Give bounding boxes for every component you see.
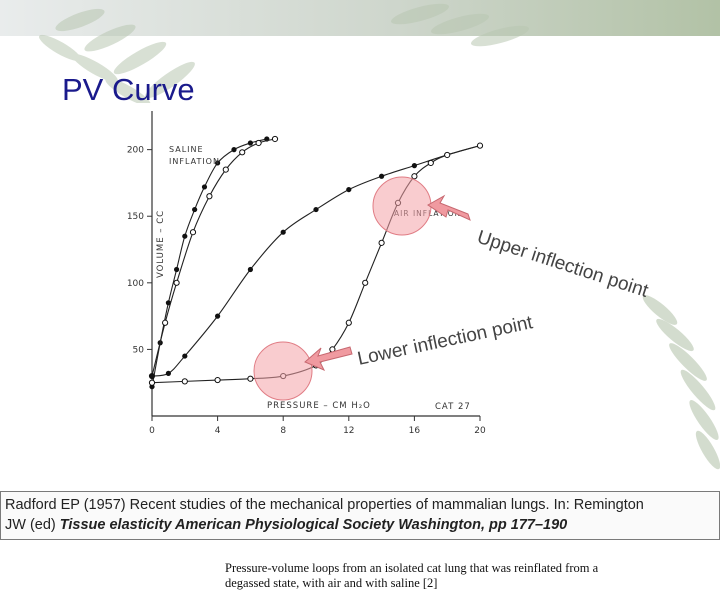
upper-arrow: [427, 194, 471, 221]
data-point: [444, 151, 451, 159]
y-tick-label: 50: [133, 345, 145, 355]
fern-decoration-right: [642, 295, 720, 470]
lower-inflection-text: Lower inflection point: [356, 312, 536, 370]
citation-italic: Tissue elasticity American Physiological…: [59, 517, 568, 533]
data-point: [215, 160, 221, 166]
upper-inflection-text: Upper inflection point: [474, 227, 651, 302]
slide-title: PV Curve: [62, 72, 195, 107]
y-tick-label: 100: [127, 279, 144, 289]
data-point: [345, 319, 352, 326]
data-point: [165, 370, 171, 376]
volume-axis-label: VOLUME – CC: [156, 210, 166, 278]
data-point: [189, 229, 197, 236]
data-point: [247, 266, 253, 273]
citation-line-2: JW (ed) Tissue elasticity American Physi…: [5, 517, 567, 533]
saline-label-1: SALINE: [169, 145, 204, 154]
y-tick-label: 200: [127, 146, 144, 156]
data-point: [173, 279, 180, 286]
data-point: [222, 166, 229, 173]
data-point: [201, 184, 208, 190]
data-point: [378, 239, 385, 246]
saline-label-2: INFLATION: [169, 157, 220, 166]
data-point: [182, 353, 188, 359]
data-point: [247, 140, 253, 146]
series-line-2: [151, 145, 481, 377]
x-tick-label: 20: [474, 426, 486, 436]
figure-caption: Pressure-volume loops from an isolated c…: [225, 561, 599, 590]
data-point: [255, 139, 262, 147]
cat-label: CAT 27: [435, 402, 471, 412]
x-tick-label: 12: [343, 426, 354, 436]
data-point: [411, 173, 418, 180]
data-point: [379, 173, 385, 179]
annotation-overlay: Upper inflection point Lower inflection …: [253, 176, 651, 401]
data-point: [476, 142, 484, 149]
data-point: [427, 159, 434, 167]
citation-box: Radford EP (1957) Recent studies of the …: [0, 491, 720, 540]
data-point: [148, 379, 156, 386]
data-point: [162, 319, 169, 326]
data-point: [214, 376, 221, 384]
pressure-axis-label: PRESSURE – CM H₂O: [267, 401, 371, 411]
x-tick-label: 0: [149, 426, 155, 436]
y-tick-label: 150: [127, 212, 144, 222]
citation-prefix: JW (ed): [5, 517, 60, 533]
data-point: [182, 233, 188, 239]
lower-inflection-circle: [253, 341, 313, 401]
lower-arrow: [304, 346, 353, 371]
data-point: [313, 206, 319, 213]
data-point: [362, 279, 369, 286]
data-point: [280, 229, 286, 235]
x-tick-label: 4: [215, 426, 221, 436]
fern-decoration-top: [39, 3, 530, 106]
data-point: [215, 313, 221, 319]
data-point: [192, 206, 198, 213]
data-point: [247, 375, 254, 382]
citation-line-1: Radford EP (1957) Recent studies of the …: [5, 497, 644, 513]
data-point: [271, 135, 279, 143]
data-point: [231, 147, 237, 153]
data-point: [346, 186, 352, 193]
data-point: [411, 163, 417, 169]
data-point: [174, 266, 180, 273]
data-point: [181, 378, 188, 385]
upper-inflection-circle: [372, 176, 432, 236]
data-point: [149, 373, 155, 379]
data-point: [206, 193, 213, 200]
x-tick-label: 8: [280, 426, 286, 436]
x-tick-label: 16: [409, 426, 421, 436]
data-point: [239, 149, 246, 156]
